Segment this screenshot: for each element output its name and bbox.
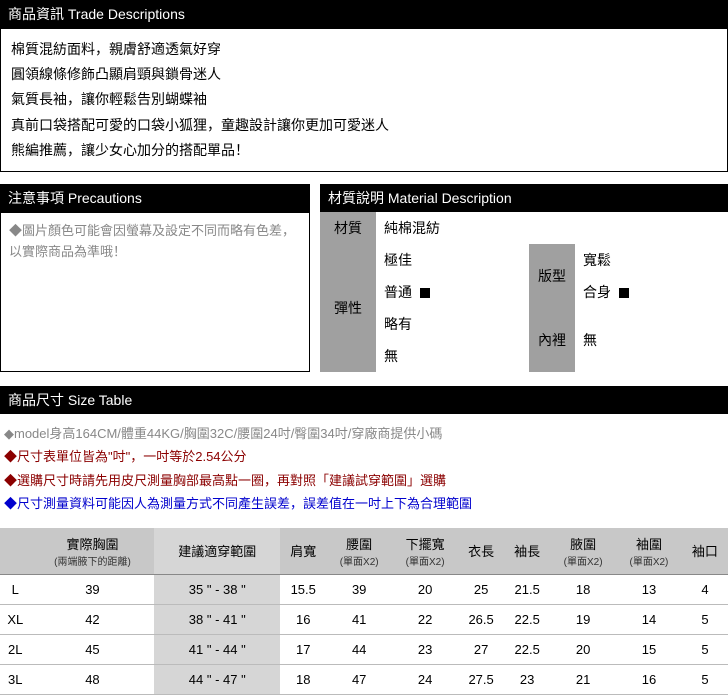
size-cell: 39	[31, 574, 155, 604]
size-notes: ◆model身高164CM/體重44KG/胸圍32C/腰圍24吋/臀圍34吋/穿…	[0, 414, 728, 524]
size-cell: 27	[458, 634, 504, 664]
size-cell: 17	[280, 634, 326, 664]
size-cell: 41	[326, 604, 392, 634]
size-col-header: 袖口	[682, 528, 728, 575]
size-col-header: 肩寬	[280, 528, 326, 575]
material-header: 材質說明 Material Description	[320, 184, 728, 212]
size-cell: 14	[616, 604, 682, 634]
table-row: 3L4844 " - 47 "18472427.52321165	[0, 664, 728, 694]
size-cell: 45	[31, 634, 155, 664]
size-cell: 35 " - 38 "	[154, 574, 280, 604]
elastic-opt-0: 極佳	[376, 244, 529, 276]
size-col-header: 腰圍(單面X2)	[326, 528, 392, 575]
fit-opt-0: 寬鬆	[575, 244, 728, 276]
size-cell: 22	[392, 604, 458, 634]
size-cell: 4	[682, 574, 728, 604]
size-cell: 24	[392, 664, 458, 694]
size-note: ◆選購尺寸時請先用皮尺測量胸部最高點一圈，再對照「建議試穿範圍」選購	[4, 469, 724, 492]
size-cell: 16	[280, 604, 326, 634]
trade-line: 熊編推薦，讓少女心加分的搭配單品！	[11, 138, 717, 163]
size-cell: 26.5	[458, 604, 504, 634]
size-cell: 5	[682, 634, 728, 664]
size-cell: 25	[458, 574, 504, 604]
lining-value: 無	[575, 308, 728, 372]
elastic-check-icon	[420, 288, 430, 298]
fit-label: 版型	[529, 244, 575, 308]
size-note: ◆model身高164CM/體重44KG/胸圍32C/腰圍24吋/臀圍34吋/穿…	[4, 422, 724, 445]
size-cell: XL	[0, 604, 31, 634]
lining-label: 內裡	[529, 308, 575, 372]
trade-line: 棉質混紡面料，親膚舒適透氣好穿	[11, 37, 717, 62]
size-cell: 13	[616, 574, 682, 604]
size-cell: 23	[392, 634, 458, 664]
size-cell: 15.5	[280, 574, 326, 604]
size-cell: 21.5	[504, 574, 550, 604]
size-col-header: 衣長	[458, 528, 504, 575]
size-cell: 20	[550, 634, 616, 664]
material-value: 純棉混紡	[376, 212, 728, 244]
size-cell: 20	[392, 574, 458, 604]
size-cell: 44 " - 47 "	[154, 664, 280, 694]
size-col-header: 腋圍(單面X2)	[550, 528, 616, 575]
size-cell: 27.5	[458, 664, 504, 694]
trade-line: 圓領線條修飾凸顯肩頸與鎖骨迷人	[11, 62, 717, 87]
size-cell: 48	[31, 664, 155, 694]
trade-description: 棉質混紡面料，親膚舒適透氣好穿圓領線條修飾凸顯肩頸與鎖骨迷人氣質長袖，讓你輕鬆告…	[0, 28, 728, 172]
table-row: L3935 " - 38 "15.539202521.518134	[0, 574, 728, 604]
fit-check-icon	[619, 288, 629, 298]
size-cell: 47	[326, 664, 392, 694]
size-cell: 41 " - 44 "	[154, 634, 280, 664]
size-col-header: 建議適穿範圍	[154, 528, 280, 575]
size-col-header: 下擺寬(單面X2)	[392, 528, 458, 575]
size-cell: 38 " - 41 "	[154, 604, 280, 634]
trade-line: 氣質長袖，讓你輕鬆告別蝴蝶袖	[11, 87, 717, 112]
size-cell: L	[0, 574, 31, 604]
precautions-text: ◆圖片顏色可能會因螢幕及設定不同而略有色差，以實際商品為準哦！	[0, 212, 310, 372]
size-note: ◆尺寸表單位皆為"吋"，一吋等於2.54公分	[4, 445, 724, 468]
size-col-header	[0, 528, 31, 575]
size-note: ◆尺寸測量資料可能因人為測量方式不同產生誤差，誤差值在一吋上下為合理範圍	[4, 492, 724, 515]
size-cell: 5	[682, 604, 728, 634]
material-table: 材質 純棉混紡 彈性 極佳 版型 寬鬆 普通 合身 略有 內裡 無 無	[320, 212, 728, 372]
size-col-header: 實際胸圍(兩端腋下的距離)	[31, 528, 155, 575]
size-cell: 19	[550, 604, 616, 634]
size-cell: 16	[616, 664, 682, 694]
table-row: XL4238 " - 41 "16412226.522.519145	[0, 604, 728, 634]
size-cell: 22.5	[504, 604, 550, 634]
material-label: 材質	[320, 212, 376, 244]
size-cell: 2L	[0, 634, 31, 664]
trade-line: 真前口袋搭配可愛的口袋小狐狸，童趣設計讓你更加可愛迷人	[11, 113, 717, 138]
size-cell: 42	[31, 604, 155, 634]
size-header: 商品尺寸 Size Table	[0, 386, 728, 414]
trade-header: 商品資訊 Trade Descriptions	[0, 0, 728, 28]
size-cell: 23	[504, 664, 550, 694]
size-cell: 5	[682, 664, 728, 694]
size-cell: 39	[326, 574, 392, 604]
size-cell: 3L	[0, 664, 31, 694]
size-cell: 18	[280, 664, 326, 694]
size-cell: 15	[616, 634, 682, 664]
size-cell: 22.5	[504, 634, 550, 664]
elastic-label: 彈性	[320, 244, 376, 372]
table-row: 2L4541 " - 44 "1744232722.520155	[0, 634, 728, 664]
size-col-header: 袖長	[504, 528, 550, 575]
size-cell: 44	[326, 634, 392, 664]
size-col-header: 袖圍(單面X2)	[616, 528, 682, 575]
precautions-header: 注意事項 Precautions	[0, 184, 310, 212]
elastic-opt-2: 略有	[376, 308, 529, 340]
elastic-opt-3: 無	[376, 340, 529, 372]
elastic-opt-1: 普通	[376, 276, 529, 308]
size-table: 實際胸圍(兩端腋下的距離)建議適穿範圍肩寬腰圍(單面X2)下擺寬(單面X2)衣長…	[0, 528, 728, 695]
size-cell: 18	[550, 574, 616, 604]
size-cell: 21	[550, 664, 616, 694]
fit-opt-1: 合身	[575, 276, 728, 308]
